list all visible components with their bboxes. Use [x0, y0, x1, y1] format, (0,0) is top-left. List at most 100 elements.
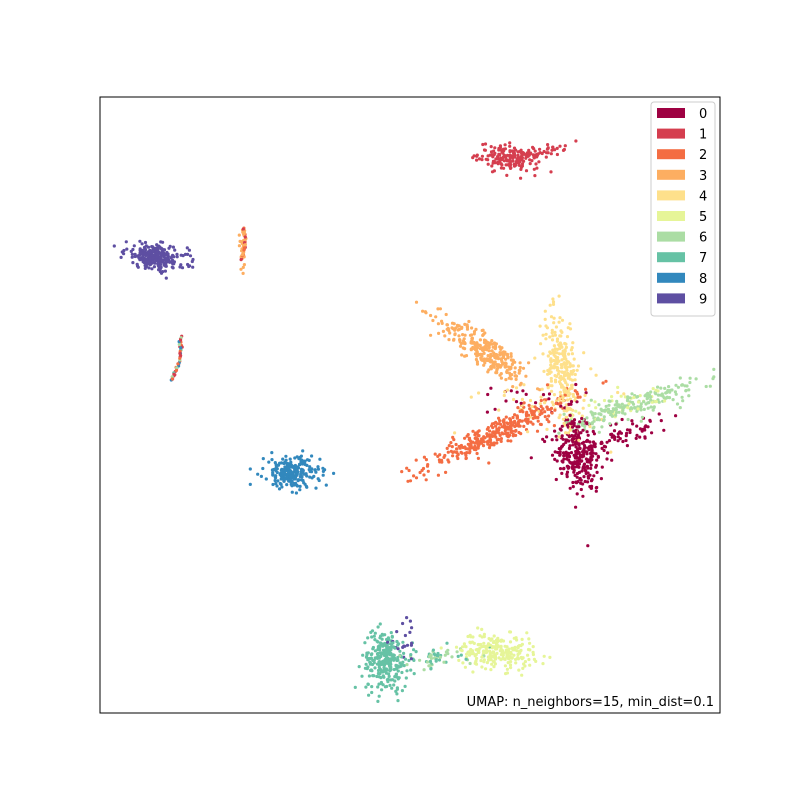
data-point-class-6 [597, 430, 601, 434]
data-point-class-7 [377, 694, 381, 698]
data-point-class-0 [561, 437, 565, 441]
data-point-class-0 [575, 492, 579, 496]
data-point-class-6 [678, 376, 682, 380]
data-point-class-0 [610, 432, 614, 436]
data-point-class-2 [543, 410, 547, 414]
data-point-class-4 [567, 374, 571, 378]
data-point-class-0 [606, 451, 610, 455]
data-point-class-4 [497, 408, 501, 412]
data-point-class-6 [630, 392, 634, 396]
data-point-class-9 [125, 247, 129, 251]
data-point-class-0 [553, 429, 557, 433]
data-point-class-2 [526, 413, 531, 417]
data-point-class-2 [499, 439, 503, 443]
legend-label-4: 4 [699, 189, 707, 204]
data-point-class-1 [477, 157, 482, 161]
data-point-class-4 [566, 371, 570, 375]
data-point-class-0 [559, 428, 563, 432]
data-point-class-5 [528, 641, 532, 645]
data-point-class-2 [447, 460, 451, 464]
data-point-class-2 [510, 429, 515, 433]
data-point-class-9 [138, 258, 142, 262]
data-point-class-5 [506, 661, 510, 665]
data-point-class-0 [650, 431, 654, 435]
data-point-class-8 [295, 472, 299, 476]
data-point-class-4 [565, 365, 569, 369]
legend-swatch-8 [657, 272, 685, 283]
data-point-class-0 [515, 390, 519, 394]
data-point-class-0 [577, 443, 581, 447]
data-point-class-1 [561, 148, 566, 152]
legend-swatch-2 [657, 149, 685, 160]
data-point-class-2 [503, 426, 507, 430]
data-point-class-1 [555, 152, 560, 157]
data-point-class-8 [283, 477, 287, 481]
data-point-class-8 [300, 471, 304, 475]
data-point-class-5 [466, 634, 470, 639]
data-point-class-5 [479, 659, 483, 663]
data-point-class-7 [379, 676, 383, 680]
data-point-class-7 [404, 676, 408, 680]
data-point-class-4 [552, 344, 557, 348]
data-point-class-8 [288, 470, 292, 474]
data-point-class-8 [285, 483, 289, 487]
data-point-class-6 [668, 388, 672, 392]
data-point-class-3 [459, 341, 463, 346]
data-point-class-9 [153, 261, 157, 265]
data-point-class-9 [143, 247, 147, 251]
data-point-class-6 [665, 396, 669, 400]
data-point-class-7 [402, 651, 406, 656]
data-point-class-5 [470, 640, 474, 644]
data-point-class-4 [557, 294, 561, 298]
data-point-class-2 [455, 454, 459, 458]
data-point-class-6 [608, 399, 612, 403]
data-point-class-0 [570, 438, 574, 442]
data-point-class-8 [292, 474, 296, 478]
data-point-class-9 [152, 253, 156, 257]
data-point-class-4 [572, 369, 576, 373]
data-point-class-0 [573, 442, 577, 446]
data-point-class-0 [594, 452, 598, 456]
data-point-class-3 [485, 344, 489, 348]
legend-label-0: 0 [699, 107, 707, 122]
data-point-class-0 [558, 452, 562, 456]
data-point-class-2 [506, 435, 510, 439]
data-point-class-5 [510, 646, 514, 651]
data-point-class-5 [480, 655, 484, 659]
data-point-class-5 [464, 645, 468, 649]
data-point-class-5 [507, 654, 511, 658]
data-point-class-9 [135, 262, 139, 266]
data-point-class-5 [508, 630, 512, 634]
data-point-class-1 [519, 176, 523, 180]
data-point-class-6 [602, 415, 606, 419]
data-point-class-4 [622, 392, 626, 396]
data-point-class-4 [545, 326, 550, 330]
data-point-class-0 [567, 465, 571, 470]
data-point-class-3 [513, 370, 517, 374]
data-point-class-7 [396, 669, 400, 673]
data-point-class-4 [581, 406, 585, 410]
data-point-class-1 [508, 150, 512, 154]
data-point-class-3 [498, 353, 502, 357]
data-point-class-9 [161, 258, 165, 262]
data-point-class-4 [561, 399, 565, 403]
data-point-class-2 [519, 432, 523, 436]
data-point-class-1 [527, 148, 531, 152]
data-point-class-2 [437, 458, 441, 462]
data-point-class-4 [514, 386, 519, 390]
data-point-class-3 [453, 333, 457, 337]
data-point-class-6 [614, 407, 619, 412]
data-point-class-3 [513, 366, 517, 370]
data-point-class-0 [575, 436, 579, 440]
data-point-class-3 [456, 324, 460, 328]
data-point-class-0 [580, 416, 584, 421]
data-point-class-4 [583, 393, 587, 397]
data-point-class-6 [646, 391, 650, 395]
data-point-class-8 [296, 478, 300, 482]
data-point-class-2 [444, 470, 448, 474]
data-point-class-5 [491, 640, 496, 645]
data-point-class-8 [289, 482, 293, 486]
data-point-class-5 [474, 652, 478, 657]
data-point-class-6 [684, 388, 688, 393]
data-point-class-6 [680, 383, 685, 387]
